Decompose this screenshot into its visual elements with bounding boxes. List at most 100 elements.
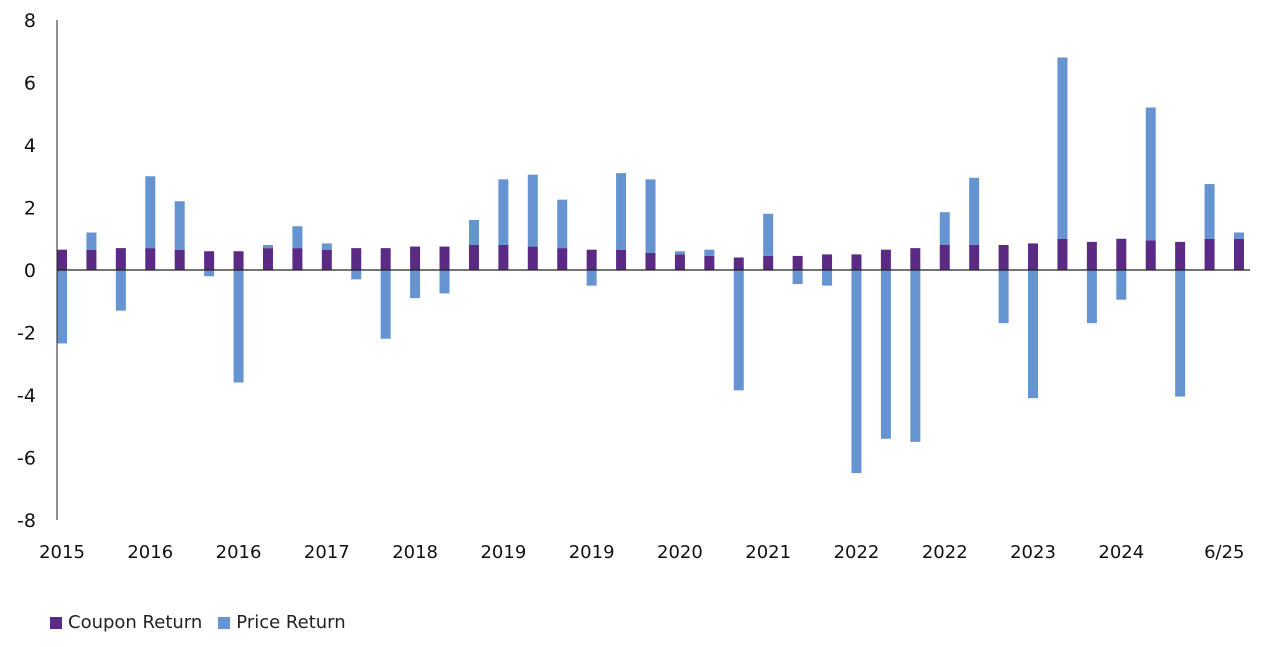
- coupon-return-bar: [86, 249, 97, 270]
- price-return-bar: [822, 270, 833, 286]
- coupon-return-bar: [1204, 238, 1215, 270]
- price-return-bar: [557, 199, 568, 249]
- coupon-return-bar: [616, 249, 627, 270]
- coupon-return-bar: [351, 248, 362, 270]
- price-return-bar: [1086, 270, 1097, 324]
- coupon-return-bar: [115, 248, 126, 270]
- coupon-return-bar: [880, 249, 891, 270]
- coupon-return-bar: [262, 248, 273, 270]
- coupon-return-bar: [204, 251, 215, 270]
- coupon-return-bar: [763, 255, 774, 270]
- price-return-bar: [410, 270, 421, 299]
- x-tick-label: 2022: [834, 542, 880, 563]
- coupon-return-bar: [145, 248, 156, 270]
- price-swatch: [218, 616, 231, 629]
- coupon-return-bar: [1086, 241, 1097, 270]
- coupon-return-bar: [1234, 238, 1244, 270]
- y-tick-label: -8: [17, 510, 36, 532]
- coupon-return-bar: [321, 249, 332, 270]
- price-return-bar: [939, 212, 950, 245]
- coupon-return-bar: [233, 251, 244, 270]
- price-return-bar: [498, 179, 509, 245]
- chart: 8 6 4 2 0 -2 -4 -6 -8 2015 2016 2016 2017 2018 2019 20…: [17, 10, 1250, 563]
- coupon-return-bar: [1116, 238, 1127, 270]
- price-return-bar: [733, 270, 744, 391]
- coupon-return-bar: [557, 248, 568, 270]
- price-return-bar: [1145, 107, 1156, 241]
- coupon-return-bar: [1175, 241, 1186, 270]
- x-tick-label: 2022: [922, 542, 968, 563]
- price-return-bar: [527, 174, 538, 247]
- coupon-return-bar: [410, 246, 421, 270]
- price-return-bar: [292, 226, 303, 249]
- price-return-bar: [380, 270, 391, 339]
- x-tick-label: 2024: [1098, 542, 1144, 563]
- coupon-return-bar: [792, 255, 803, 270]
- coupon-swatch: [50, 616, 62, 629]
- legend: Coupon Return Price Return: [50, 612, 346, 633]
- price-return-bar: [86, 232, 97, 250]
- legend-item-coupon: Coupon Return: [50, 612, 202, 633]
- price-return-bar: [439, 270, 450, 294]
- coupon-return-bar: [1028, 243, 1039, 270]
- legend-label: Coupon Return: [68, 612, 203, 633]
- price-return-bar: [851, 270, 862, 474]
- y-tick-label: -4: [17, 385, 36, 407]
- price-return-bar: [1234, 232, 1244, 239]
- price-return-bar: [321, 243, 332, 250]
- price-return-bar: [204, 270, 215, 277]
- price-return-bar: [233, 270, 244, 383]
- price-return-bar: [468, 220, 479, 245]
- coupon-return-bar: [645, 252, 656, 270]
- price-return-bar: [262, 245, 273, 249]
- coupon-return-bar: [822, 254, 833, 270]
- x-tick-label: 2018: [392, 542, 438, 563]
- x-tick-label: 2021: [745, 542, 791, 563]
- coupon-return-bar: [292, 248, 303, 270]
- coupon-return-bar: [586, 249, 597, 270]
- x-tick-label: 2015: [39, 542, 85, 563]
- x-tick-label: 2017: [304, 542, 350, 563]
- y-tick-label: 6: [24, 73, 36, 95]
- y-tick-label: -6: [17, 448, 36, 470]
- price-return-bar: [351, 270, 362, 280]
- y-tick-label: -2: [17, 323, 36, 345]
- coupon-return-bar: [468, 245, 479, 270]
- y-tick-label: 0: [24, 260, 36, 282]
- coupon-return-bar: [174, 249, 185, 270]
- price-return-bar: [1204, 184, 1215, 239]
- legend-label: Price Return: [236, 612, 346, 633]
- y-tick-label: 8: [24, 10, 36, 32]
- x-tick-label: 2023: [1010, 542, 1056, 563]
- coupon-return-bar: [939, 245, 950, 270]
- price-return-bar: [792, 270, 803, 285]
- price-return-bar: [910, 270, 921, 442]
- coupon-return-bar: [498, 245, 509, 270]
- coupon-return-bar: [527, 246, 538, 270]
- coupon-return-bar: [704, 255, 715, 270]
- price-return-bar: [115, 270, 126, 311]
- y-tick-label: 2: [24, 198, 36, 220]
- price-return-bar: [174, 201, 185, 250]
- coupon-return-bar: [910, 248, 921, 270]
- price-return-bar: [57, 270, 67, 344]
- price-return-bar: [763, 213, 774, 256]
- price-return-bar: [1028, 270, 1039, 399]
- coupon-return-bar: [733, 257, 744, 270]
- price-return-bar: [998, 270, 1009, 324]
- legend-item-price: Price Return: [218, 612, 346, 633]
- price-return-bar: [1175, 270, 1186, 397]
- price-return-bar: [1116, 270, 1127, 300]
- x-tick-label: 2020: [657, 542, 703, 563]
- x-tick-label: 2019: [480, 542, 526, 563]
- price-return-bar: [616, 173, 627, 250]
- coupon-return-bar: [998, 245, 1009, 270]
- coupon-return-bar: [969, 245, 980, 270]
- price-return-bar: [674, 251, 685, 255]
- coupon-return-bar: [439, 246, 450, 270]
- y-tick-label: 4: [24, 135, 36, 157]
- price-return-bar: [704, 249, 715, 256]
- coupon-return-bar: [1057, 238, 1068, 270]
- x-tick-label: 6/25: [1204, 542, 1244, 563]
- x-tick-label: 2016: [127, 542, 173, 563]
